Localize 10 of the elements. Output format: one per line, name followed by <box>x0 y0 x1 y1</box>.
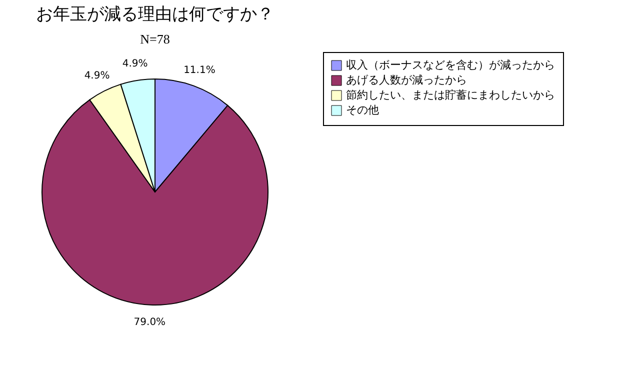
data-label: 11.1% <box>184 64 216 76</box>
data-label: 4.9% <box>84 70 110 82</box>
chart-subtitle: N=78 <box>140 32 170 46</box>
chart-title: お年玉が減る理由は何ですか？ <box>36 4 274 24</box>
legend-label: 収入（ボーナスなどを含む）が減ったから <box>346 58 555 72</box>
legend-label: あげる人数が減ったから <box>346 74 467 86</box>
data-label: 79.0% <box>134 316 166 328</box>
data-label: 4.9% <box>122 58 148 70</box>
legend-label: その他 <box>346 104 379 116</box>
legend-label: 節約したい、または貯蓄にまわしたいから <box>346 88 555 102</box>
